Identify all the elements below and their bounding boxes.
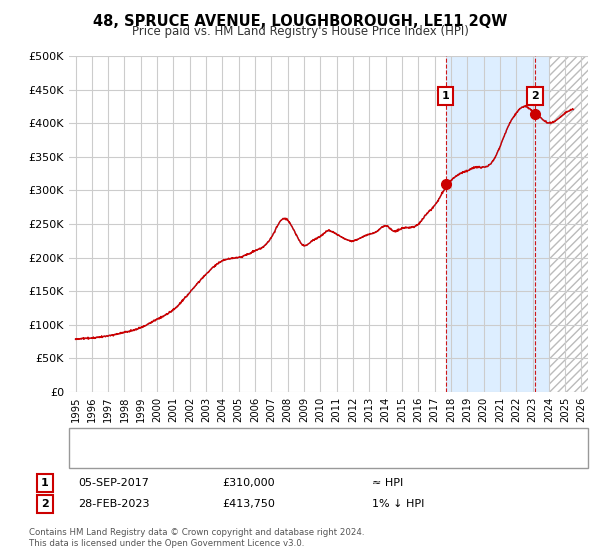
Text: Contains HM Land Registry data © Crown copyright and database right 2024.
This d: Contains HM Land Registry data © Crown c…	[29, 528, 364, 548]
Text: 48, SPRUCE AVENUE, LOUGHBOROUGH, LE11 2QW: 48, SPRUCE AVENUE, LOUGHBOROUGH, LE11 2Q…	[93, 14, 507, 29]
Bar	[549, 56, 598, 392]
Text: ≈ HPI: ≈ HPI	[372, 478, 403, 488]
Text: 2: 2	[531, 91, 539, 101]
Text: 2: 2	[41, 499, 49, 509]
Text: 1: 1	[442, 91, 449, 101]
Text: ——: ——	[78, 431, 106, 445]
Text: 1% ↓ HPI: 1% ↓ HPI	[372, 499, 424, 509]
Bar	[446, 56, 549, 392]
Text: £413,750: £413,750	[222, 499, 275, 509]
Text: 1: 1	[41, 478, 49, 488]
Text: £310,000: £310,000	[222, 478, 275, 488]
Text: 05-SEP-2017: 05-SEP-2017	[78, 478, 149, 488]
Text: 48, SPRUCE AVENUE, LOUGHBOROUGH, LE11 2QW (detached house): 48, SPRUCE AVENUE, LOUGHBOROUGH, LE11 2Q…	[108, 433, 467, 443]
Text: ——: ——	[78, 449, 106, 463]
Text: Price paid vs. HM Land Registry's House Price Index (HPI): Price paid vs. HM Land Registry's House …	[131, 25, 469, 38]
Text: 28-FEB-2023: 28-FEB-2023	[78, 499, 149, 509]
Text: HPI: Average price, detached house, Charnwood: HPI: Average price, detached house, Char…	[108, 451, 360, 461]
